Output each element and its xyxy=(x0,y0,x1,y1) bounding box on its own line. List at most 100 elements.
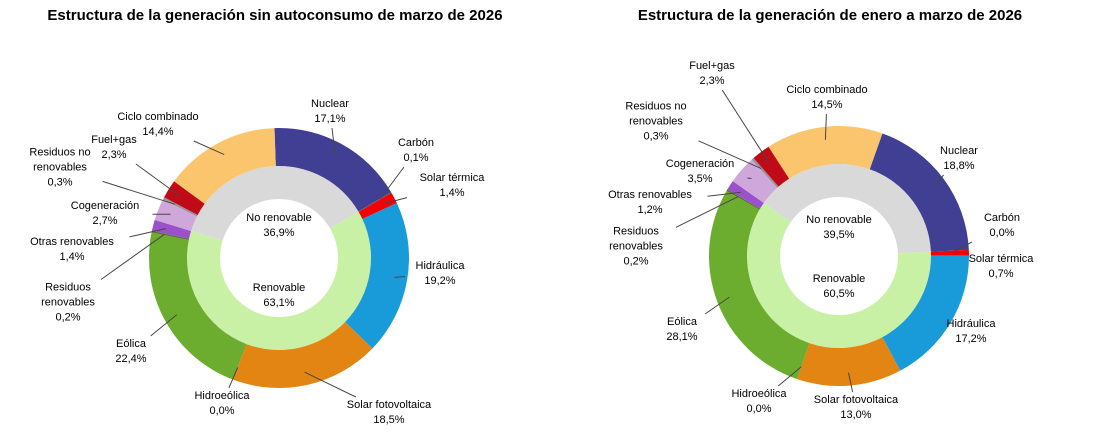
right-segment-label-cogeneracion-value: 3,5% xyxy=(687,173,713,185)
right-leader-cogeneracion xyxy=(747,177,752,179)
right-leader-otras-renovables xyxy=(707,191,741,197)
left-segment-label-residuos-no-renovables-value: 0,3% xyxy=(47,176,73,189)
right-inner-label-no-renovable-value: 39,5% xyxy=(823,229,855,241)
right-segment-label-residuos-renovables-text: Residuos renovables xyxy=(609,225,663,253)
left-leader-residuos-no-renovables xyxy=(102,180,176,205)
left-segment-label-cogeneracion-text: Cogeneración xyxy=(70,200,140,212)
left-segment-label-cogeneracion-value: 2,7% xyxy=(92,215,118,227)
chart-title-right: Estructura de la generación de enero a m… xyxy=(637,7,1023,24)
right-segment-label-fuel-gas-value: 2,3% xyxy=(699,75,725,87)
right-segment-label-fuel-gas: Fuel+gas 2,3% xyxy=(677,59,747,89)
right-inner-label-renovable-text: Renovable xyxy=(812,273,866,285)
left-segment-label-ciclo-combinado-value: 14,4% xyxy=(142,126,174,138)
right-leader-hidroeolica xyxy=(777,366,802,387)
right-segment-label-residuos-no-renovables-text: Residuos no renovables xyxy=(625,100,687,128)
right-slice-solar-termica xyxy=(930,249,969,256)
left-segment-label-carbon-text: Carbón xyxy=(397,137,435,149)
right-segment-label-cogeneracion: Cogeneración 3,5% xyxy=(653,157,748,187)
left-segment-label-solar-termica: Solar térmica 1,4% xyxy=(407,171,497,201)
right-inner-slice-no-renovable xyxy=(763,163,931,254)
left-segment-label-solar-termica-value: 1,4% xyxy=(439,187,465,199)
right-segment-label-carbon-value: 0,0% xyxy=(989,227,1015,239)
left-leader-fuel-gas xyxy=(135,163,181,197)
right-slice-residuos-no-renovables xyxy=(751,158,779,188)
left-slice-nuclear xyxy=(274,128,392,212)
left-segment-label-eolica-text: Eólica xyxy=(116,338,146,350)
right-leader-residuos-renovables xyxy=(675,196,739,228)
right-segment-label-solar-termica: Solar térmica 0,7% xyxy=(955,252,1047,282)
left-segment-label-hidroeolica-value: 0,0% xyxy=(209,405,235,417)
left-segment-label-eolica: Eólica 22,4% xyxy=(101,337,161,367)
right-segment-label-eolica-text: Eólica xyxy=(667,316,697,328)
left-segment-label-residuos-no-renovables-text: Residuos no renovables xyxy=(29,146,91,174)
left-segment-label-solar-fotovoltaica-value: 18,5% xyxy=(373,414,405,426)
right-slice-nuclear xyxy=(869,133,969,252)
right-slice-ciclo-combinado xyxy=(768,126,883,179)
left-segment-label-nuclear: Nuclear 17,1% xyxy=(300,97,360,127)
left-inner-label-renovable-text: Renovable xyxy=(252,282,306,294)
right-segment-label-fuel-gas-text: Fuel+gas xyxy=(689,60,735,72)
right-slice-residuos-renovables xyxy=(726,189,761,210)
right-segment-label-residuos-no-renovables-value: 0,3% xyxy=(643,130,669,143)
right-slice-otras-renovables xyxy=(727,181,764,209)
left-slice-residuos-renovables xyxy=(151,230,190,240)
left-leader-solar-termica xyxy=(382,197,408,205)
left-segment-label-carbon-value: 0,1% xyxy=(403,152,429,164)
left-leader-hidraulica xyxy=(394,276,406,278)
right-segment-label-eolica-value: 28,1% xyxy=(666,331,698,343)
left-slice-fuel-gas xyxy=(164,181,205,215)
right-leader-residuos-no-renovables xyxy=(698,140,762,170)
right-segment-label-ciclo-combinado-text: Ciclo combinado xyxy=(786,84,868,96)
right-leader-ciclo-combinado xyxy=(824,113,827,140)
left-segment-label-solar-fotovoltaica-text: Solar fotovoltaica xyxy=(346,399,432,411)
right-segment-label-nuclear: Nuclear 18,8% xyxy=(929,144,989,174)
left-segment-label-solar-fotovoltaica: Solar fotovoltaica 18,5% xyxy=(329,398,449,428)
right-inner-label-renovable-value: 60,5% xyxy=(823,288,855,300)
right-inner-slice-renovable xyxy=(747,202,932,348)
left-segment-label-fuel-gas-text: Fuel+gas xyxy=(91,134,137,146)
right-leader-fuel-gas xyxy=(721,89,770,163)
left-slice-hidraulica xyxy=(345,202,409,349)
left-segment-label-hidraulica-text: Hidráulica xyxy=(415,260,465,272)
left-segment-label-eolica-value: 22,4% xyxy=(115,353,147,365)
left-segment-label-residuos-renovables-value: 0,2% xyxy=(55,311,81,324)
left-slice-solar-fotovoltaica xyxy=(233,322,373,388)
right-segment-label-ciclo-combinado: Ciclo combinado 14,5% xyxy=(772,83,882,113)
right-segment-label-eolica: Eólica 28,1% xyxy=(652,315,712,345)
left-slice-eolica xyxy=(149,232,247,380)
right-segment-label-solar-fotovoltaica: Solar fotovoltaica 13,0% xyxy=(796,393,916,423)
right-inner-label-no-renovable-text: No renovable xyxy=(806,214,872,226)
left-segment-label-hidraulica-value: 19,2% xyxy=(424,275,456,287)
right-segment-label-solar-termica-text: Solar térmica xyxy=(968,253,1034,265)
left-segment-label-ciclo-combinado-text: Ciclo combinado xyxy=(117,111,199,123)
left-inner-label-renovable-value: 63,1% xyxy=(263,297,295,309)
left-segment-label-otras-renovables: Otras renovables 1,4% xyxy=(15,235,130,265)
left-slice-ciclo-combinado xyxy=(174,128,276,204)
right-segment-label-solar-fotovoltaica-value: 13,0% xyxy=(840,409,872,421)
right-slice-fuel-gas xyxy=(753,146,790,187)
left-slice-otras-renovables xyxy=(151,219,192,239)
left-slice-solar-termica xyxy=(358,192,397,220)
left-leader-otras-renovables xyxy=(129,228,166,238)
left-segment-label-ciclo-combinado: Ciclo combinado 14,4% xyxy=(103,110,213,140)
right-segment-label-hidroeolica-value: 0,0% xyxy=(746,403,772,415)
right-segment-label-otras-renovables-text: Otras renovables xyxy=(608,189,692,201)
right-segment-label-hidraulica-text: Hidráulica xyxy=(946,318,996,330)
left-segment-label-residuos-no-renovables: Residuos no renovables 0,3% xyxy=(18,146,103,191)
left-leader-ciclo-combinado xyxy=(193,140,225,156)
left-leader-nuclear xyxy=(331,127,336,156)
right-leader-carbon xyxy=(955,241,973,251)
left-inner-label-no-renovable-value: 36,9% xyxy=(263,227,295,239)
left-segment-label-hidroeolica: Hidroeólica 0,0% xyxy=(182,389,262,419)
left-inner-slice-no-renovable xyxy=(191,166,359,241)
left-segment-label-fuel-gas-value: 2,3% xyxy=(101,149,127,161)
left-inner-label-no-renovable: No renovable 36,9% xyxy=(229,211,329,241)
right-segment-label-residuos-no-renovables: Residuos no renovables 0,3% xyxy=(614,100,699,145)
right-segment-label-carbon-text: Carbón xyxy=(983,212,1021,224)
right-segment-label-solar-fotovoltaica-text: Solar fotovoltaica xyxy=(813,394,899,406)
right-leader-nuclear xyxy=(932,174,945,187)
left-leader-residuos-renovables xyxy=(100,233,165,280)
right-segment-label-carbon: Carbón 0,0% xyxy=(972,211,1032,241)
right-slice-solar-fotovoltaica xyxy=(797,337,901,386)
